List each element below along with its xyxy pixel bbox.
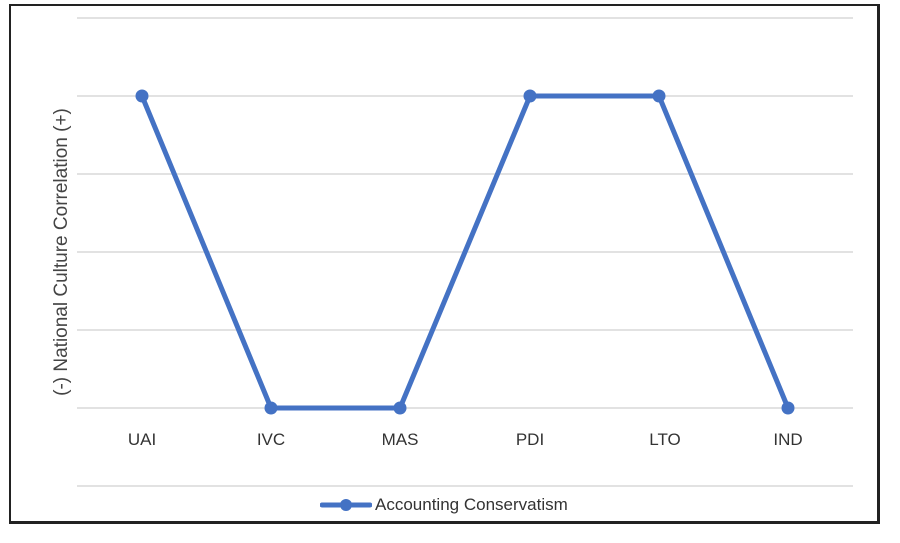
series-line-accounting-conservatism [139, 93, 791, 411]
x-tick-label: PDI [515, 430, 545, 449]
x-tick-label: LTO [649, 430, 681, 449]
series-markers [135, 89, 795, 415]
legend-line-marker-icon [320, 499, 372, 511]
data-point-marker [393, 401, 407, 415]
x-tick-label: IND [773, 430, 803, 449]
x-tick-label: IVC [256, 430, 286, 449]
chart-frame [9, 4, 880, 524]
gridlines [77, 17, 853, 487]
legend: Accounting Conservatism [320, 495, 568, 515]
data-point-marker [781, 401, 795, 415]
legend-label: Accounting Conservatism [375, 495, 568, 514]
x-tick-label: UAI [127, 430, 157, 449]
x-tick-label: MAS [381, 430, 419, 449]
y-axis-label: (-) National Culture Correlation (+) [51, 108, 72, 396]
data-point-marker [523, 89, 537, 103]
data-point-marker [264, 401, 278, 415]
data-point-marker [652, 89, 666, 103]
data-point-marker [135, 89, 149, 103]
